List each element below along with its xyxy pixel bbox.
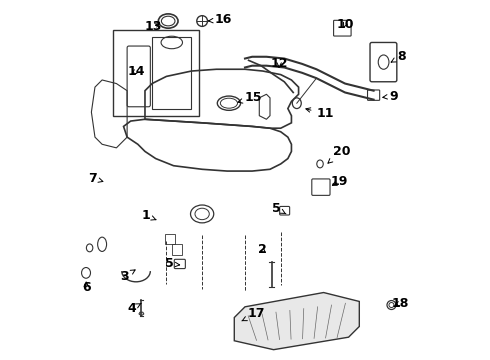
Text: 5: 5 — [165, 257, 180, 270]
Text: 13: 13 — [145, 20, 162, 33]
Text: 2: 2 — [258, 243, 267, 256]
Text: 3: 3 — [120, 270, 135, 283]
Text: 5: 5 — [272, 202, 286, 215]
Text: 7: 7 — [88, 172, 103, 185]
Text: 19: 19 — [331, 175, 348, 188]
Text: 4: 4 — [127, 302, 141, 315]
Text: 14: 14 — [127, 64, 145, 77]
Text: 16: 16 — [209, 13, 232, 27]
Text: 6: 6 — [82, 281, 91, 294]
Text: 12: 12 — [270, 57, 288, 71]
Text: 9: 9 — [383, 90, 398, 103]
Polygon shape — [139, 312, 144, 316]
Polygon shape — [234, 293, 359, 350]
Text: 11: 11 — [306, 107, 334, 120]
Text: 10: 10 — [336, 18, 354, 31]
Text: 18: 18 — [392, 297, 409, 310]
Text: 1: 1 — [142, 209, 156, 222]
Text: 17: 17 — [242, 307, 265, 321]
Text: 20: 20 — [328, 145, 350, 163]
Text: 15: 15 — [238, 91, 263, 104]
Text: 8: 8 — [391, 50, 405, 63]
